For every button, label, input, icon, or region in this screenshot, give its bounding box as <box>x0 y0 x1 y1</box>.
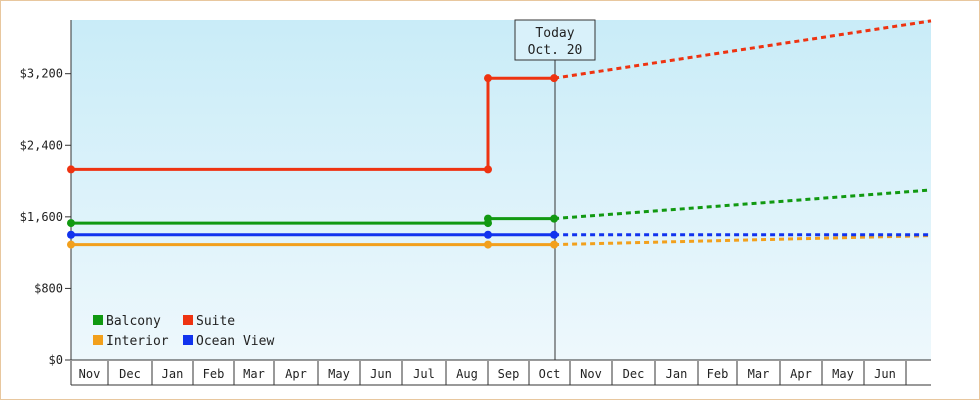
month-label: Apr <box>790 367 812 381</box>
x-axis: Nov Dec Jan Feb Mar Apr May Jun Jul Aug Sep Oct Nov D… <box>70 359 931 386</box>
month-label: May <box>328 367 350 381</box>
month-label: Aug <box>456 367 478 381</box>
data-point-interior <box>550 240 559 249</box>
legend-label-balcony: Balcony <box>106 314 161 329</box>
month-label: Mar <box>243 367 265 381</box>
legend-swatch-balcony <box>93 315 103 325</box>
data-point-suite <box>550 74 559 83</box>
y-tick-label: $0 <box>49 353 63 367</box>
price-line-suite <box>71 76 555 171</box>
data-point-balcony <box>67 219 75 228</box>
month-label: Mar <box>748 367 770 381</box>
month-label: Feb <box>707 367 729 381</box>
data-point-ocean-view <box>550 230 559 239</box>
data-point-suite <box>67 165 75 174</box>
today-box <box>514 19 596 61</box>
series-layer <box>67 19 932 249</box>
month-label: Nov <box>580 367 602 381</box>
y-tick-label: $2,400 <box>20 138 63 152</box>
month-label: Jan <box>666 367 688 381</box>
month-label: Dec <box>623 367 645 381</box>
legend-swatch-interior <box>93 335 103 345</box>
y-axis: $0 $800 $1,600 $2,400 $3,200 <box>20 20 72 367</box>
legend-item-suite: Suite <box>183 314 235 329</box>
legend-label-suite: Suite <box>196 314 235 329</box>
legend-label-interior: Interior <box>106 334 169 349</box>
legend-label-ocean-view: Ocean View <box>196 334 274 349</box>
y-tick-label: $800 <box>34 281 63 295</box>
data-point-balcony <box>550 214 559 223</box>
y-axis-ticks: $0 $800 $1,600 $2,400 $3,200 <box>20 67 71 367</box>
month-label: Feb <box>203 367 225 381</box>
forecast-line-suite <box>553 19 932 80</box>
y-tick-label: $3,200 <box>20 67 63 81</box>
today-label: Today <box>535 26 574 41</box>
today-marker: Today Oct. 20 <box>514 19 596 360</box>
plot-background <box>71 20 931 360</box>
month-label: Oct <box>539 367 561 381</box>
data-point-suite <box>484 74 492 83</box>
today-date-label: Oct. 20 <box>528 43 583 58</box>
legend: Balcony Suite Interior Ocean View <box>93 314 274 349</box>
legend-item-balcony: Balcony <box>93 314 161 329</box>
month-axis: Nov Dec Jan Feb Mar Apr May Jun Jul Aug Sep Oct Nov D… <box>70 361 931 386</box>
month-label: May <box>832 367 854 381</box>
month-label: Apr <box>285 367 307 381</box>
month-label: Jun <box>370 367 392 381</box>
legend-item-ocean-view: Ocean View <box>183 334 274 349</box>
data-point-suite <box>484 165 492 174</box>
month-label: Jul <box>413 367 435 381</box>
data-point-interior <box>484 240 492 249</box>
legend-swatch-suite <box>183 315 193 325</box>
data-point-balcony <box>484 214 492 223</box>
month-label: Jan <box>162 367 184 381</box>
month-label: Nov <box>79 367 101 381</box>
data-point-interior <box>67 240 75 249</box>
legend-swatch-ocean-view <box>183 335 193 345</box>
month-label: Sep <box>498 367 520 381</box>
legend-item-interior: Interior <box>93 334 169 349</box>
data-point-ocean-view <box>67 230 75 239</box>
data-point-ocean-view <box>484 230 492 239</box>
y-tick-label: $1,600 <box>20 210 63 224</box>
month-label: Dec <box>119 367 141 381</box>
month-label: Jun <box>874 367 896 381</box>
